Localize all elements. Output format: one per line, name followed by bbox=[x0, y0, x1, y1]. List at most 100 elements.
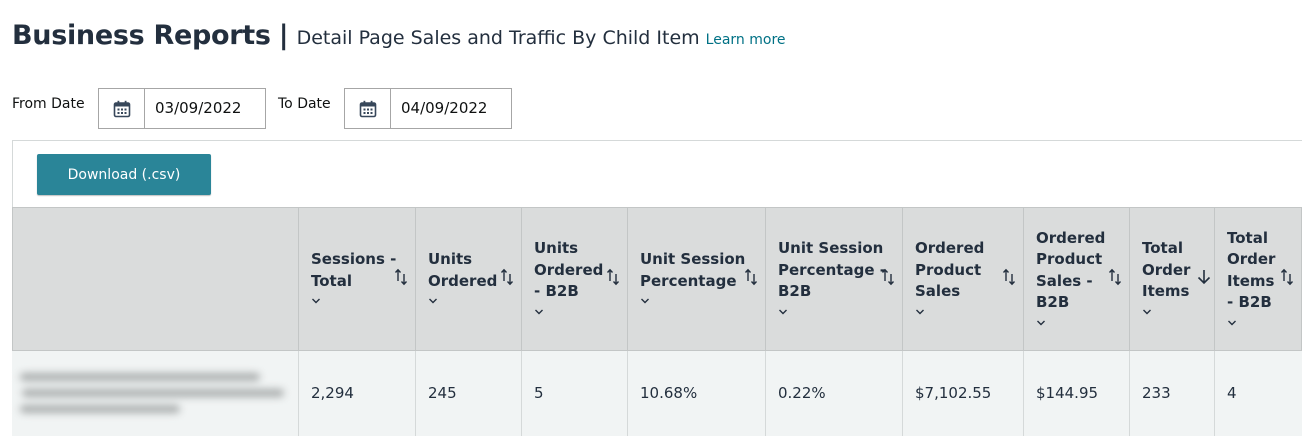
column-header-4[interactable]: Unit Session Percentage bbox=[627, 207, 765, 351]
cell-value: 233 bbox=[1142, 384, 1171, 402]
chevron-down-icon[interactable] bbox=[1227, 315, 1275, 331]
column-header-label: Ordered bbox=[1036, 228, 1106, 247]
table-cell: $144.95 bbox=[1023, 351, 1129, 436]
from-date-field[interactable]: 03/09/2022 bbox=[98, 88, 266, 129]
report-panel: Download (.csv) Sessions - Total Units Orde… bbox=[12, 140, 1302, 436]
column-header-label: Percentage bbox=[640, 271, 737, 290]
column-header-label: Total bbox=[1142, 239, 1183, 258]
title-separator: | bbox=[278, 20, 289, 51]
column-header-label: Unit Session bbox=[640, 250, 746, 268]
download-csv-button[interactable]: Download (.csv) bbox=[37, 154, 211, 195]
redacted-line bbox=[20, 373, 260, 381]
column-header-label: Order bbox=[1142, 260, 1191, 279]
table-header-row: Sessions - Total Units Ordered Units Ordered -… bbox=[12, 207, 1302, 351]
column-header-label: Ordered bbox=[534, 260, 604, 279]
to-date-field[interactable]: 04/09/2022 bbox=[344, 88, 512, 129]
column-header-content: Ordered Product Sales - B2B bbox=[1036, 208, 1105, 350]
chevron-down-icon[interactable] bbox=[1036, 315, 1105, 331]
cell-value: 0.22% bbox=[778, 384, 826, 402]
column-header-0 bbox=[12, 207, 298, 351]
from-date-input[interactable]: 03/09/2022 bbox=[155, 99, 242, 117]
column-header-8[interactable]: Total Order Items bbox=[1129, 207, 1214, 351]
calendar-icon[interactable] bbox=[99, 89, 145, 128]
column-header-content: Units Ordered bbox=[428, 208, 497, 350]
table-cell: 4 bbox=[1214, 351, 1302, 436]
table-cell: 5 bbox=[521, 351, 627, 436]
column-header-label: Ordered bbox=[428, 271, 498, 290]
page-title: Business Reports bbox=[12, 20, 271, 51]
column-header-content: Unit Session Percentage - B2B bbox=[778, 208, 886, 350]
sort-icon[interactable] bbox=[1107, 266, 1123, 288]
chevron-down-icon[interactable] bbox=[311, 293, 396, 309]
column-header-label: - B2B bbox=[1227, 293, 1272, 311]
column-header-label: Unit Session bbox=[778, 239, 884, 258]
column-header-label: Percentage - bbox=[778, 260, 886, 279]
to-date-input[interactable]: 04/09/2022 bbox=[401, 99, 488, 117]
column-header-content: Unit Session Percentage bbox=[640, 208, 745, 350]
column-header-6[interactable]: Ordered Product Sales bbox=[902, 207, 1023, 351]
table-cell: 2,294 bbox=[298, 351, 415, 436]
column-header-label: B2B bbox=[1036, 293, 1070, 311]
table-cell bbox=[12, 351, 298, 436]
table-cell: 245 bbox=[415, 351, 521, 436]
learn-more-link[interactable]: Learn more bbox=[705, 32, 786, 48]
sort-icon[interactable] bbox=[605, 266, 621, 288]
chevron-down-icon[interactable] bbox=[915, 304, 984, 320]
column-header-content: Ordered Product Sales bbox=[915, 208, 984, 350]
cell-value: 245 bbox=[428, 384, 457, 402]
sort-icon[interactable] bbox=[499, 266, 515, 288]
column-header-content: Units Ordered - B2B bbox=[534, 208, 603, 350]
column-header-label: Product bbox=[1036, 250, 1103, 268]
chevron-down-icon[interactable] bbox=[640, 293, 745, 309]
column-header-7[interactable]: Ordered Product Sales - B2B bbox=[1023, 207, 1129, 351]
column-header-label: Sessions - bbox=[311, 250, 397, 268]
redacted-product-title bbox=[20, 365, 290, 425]
cell-value: $144.95 bbox=[1036, 384, 1099, 402]
column-header-5[interactable]: Unit Session Percentage - B2B bbox=[765, 207, 902, 351]
cell-value: 5 bbox=[534, 384, 544, 402]
cell-value: 10.68% bbox=[640, 384, 698, 402]
column-header-content: Total Order Items bbox=[1142, 208, 1190, 350]
table-cell: 10.68% bbox=[627, 351, 765, 436]
column-header-label: Order bbox=[1227, 250, 1276, 268]
redacted-line bbox=[20, 405, 180, 413]
column-header-3[interactable]: Units Ordered - B2B bbox=[521, 207, 627, 351]
cell-value: 2,294 bbox=[311, 384, 354, 402]
column-header-label: Items bbox=[1142, 282, 1190, 301]
chevron-down-icon[interactable] bbox=[778, 304, 886, 320]
column-header-9[interactable]: Total Order Items - B2B bbox=[1214, 207, 1302, 351]
cell-value: $7,102.55 bbox=[915, 384, 992, 402]
column-header-label: Sales - bbox=[1036, 271, 1093, 290]
sort-icon[interactable] bbox=[1279, 266, 1295, 288]
column-header-label: - B2B bbox=[534, 282, 579, 301]
cell-value: 4 bbox=[1227, 384, 1237, 402]
sort-icon[interactable] bbox=[1001, 266, 1017, 288]
column-header-label: Total bbox=[1227, 228, 1268, 247]
column-header-content: Total Order Items - B2B bbox=[1227, 208, 1275, 350]
table-cell: 0.22% bbox=[765, 351, 902, 436]
chevron-down-icon[interactable] bbox=[428, 293, 497, 309]
page-subtitle: Detail Page Sales and Traffic By Child I… bbox=[296, 27, 700, 49]
table-row: 2,294 245 5 10.68% 0.22% $7,102.55 $144.95 233 4 bbox=[12, 351, 1302, 436]
from-date-label: From Date bbox=[12, 96, 85, 112]
column-header-label: Total bbox=[311, 271, 352, 290]
column-header-label: Ordered bbox=[915, 239, 985, 258]
redacted-line bbox=[22, 389, 284, 397]
column-header-label: Units bbox=[534, 239, 579, 258]
chevron-down-icon[interactable] bbox=[534, 304, 603, 320]
calendar-icon[interactable] bbox=[345, 89, 391, 128]
table-cell: $7,102.55 bbox=[902, 351, 1023, 436]
column-header-label: Product bbox=[915, 260, 982, 279]
to-date-label: To Date bbox=[278, 96, 331, 112]
chevron-down-icon[interactable] bbox=[1142, 304, 1190, 320]
column-header-label: Sales bbox=[915, 282, 961, 301]
sort-icon[interactable] bbox=[743, 266, 759, 288]
sort-icon[interactable] bbox=[393, 266, 409, 288]
column-header-label: B2B bbox=[778, 282, 812, 301]
table-cell: 233 bbox=[1129, 351, 1214, 436]
column-header-2[interactable]: Units Ordered bbox=[415, 207, 521, 351]
sort-icon[interactable] bbox=[880, 266, 896, 288]
sort-descending-icon[interactable] bbox=[1196, 266, 1212, 288]
column-header-1[interactable]: Sessions - Total bbox=[298, 207, 415, 351]
column-header-label: Units bbox=[428, 250, 473, 268]
